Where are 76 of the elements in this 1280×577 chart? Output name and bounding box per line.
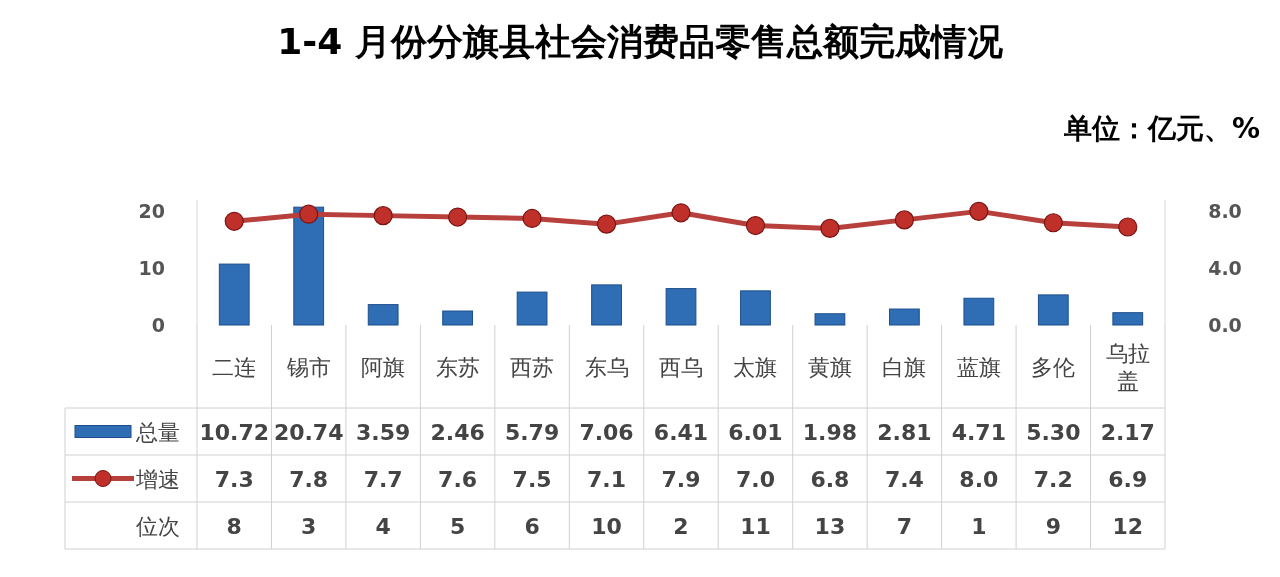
x-tick-label: 阿旗 [361,354,406,380]
bar [367,304,399,326]
text: 4.71 [951,419,1006,445]
text: 5 [449,513,466,539]
text: 7.9 [661,466,701,492]
text: 10 [591,513,622,539]
text: 1.98 [802,419,858,445]
chart-title: 1-4 月份分旗县社会消费品零售总额完成情况 [277,21,1003,62]
x-tick-label: 西苏 [510,354,555,380]
x-tick-label: 西乌 [659,354,703,380]
text: 7.0 [735,466,775,492]
y2-tick-label: 4.0 [1208,257,1242,280]
x-tick-label: 黄旗 [807,354,852,380]
x-tick-label: 多伦 [1031,354,1076,380]
text: 7.3 [214,466,254,492]
bar [740,290,771,326]
text: 11 [740,513,771,539]
text: 2 [673,513,689,539]
bar [1037,294,1069,326]
x-tick-label: 蓝旗 [956,354,1001,380]
text: 8 [226,513,242,539]
text: 2.81 [877,419,932,445]
text: 7.8 [289,466,329,492]
y-tick-label: 0 [151,314,165,336]
x-tick-label: 二连 [212,354,257,380]
text: 2.46 [430,419,485,445]
text: 7.1 [587,466,627,492]
text: 9 [1045,513,1061,539]
y2-tick-label: 0.0 [1208,314,1242,336]
bar [516,291,548,326]
bar [888,308,920,326]
text: 5.30 [1026,419,1081,445]
y-tick-label: 10 [138,257,165,280]
legend-label: 增速 [135,466,180,492]
text: 7.5 [512,466,552,492]
text: 6 [524,513,540,539]
text: 7 [896,513,913,539]
text: 5.79 [504,419,560,445]
text: 6.41 [653,419,709,445]
bar [293,206,325,326]
bar [665,288,697,326]
text: 7.4 [884,466,924,492]
text: 7.06 [579,419,634,445]
x-tick-label: 白旗 [882,354,927,380]
bar [963,297,995,326]
text: 13 [814,513,846,539]
text: 7.2 [1033,466,1073,492]
text: 4 [375,513,391,539]
text: 20.74 [273,419,344,445]
y2-tick-label: 8.0 [1208,200,1242,223]
bar [442,310,474,326]
text: 8.0 [959,466,999,492]
bar [814,313,846,326]
chart-subtitle: 单位：亿元、% [1062,112,1260,145]
x-tick-label: 锡市 [285,354,331,380]
legend-label: 总量 [135,419,180,445]
text: 7.6 [438,466,478,492]
x-tick-label: 乌拉盖 [1105,340,1150,394]
text: 2.17 [1100,419,1155,445]
y-tick-label: 20 [138,200,165,223]
x-tick-label: 东苏 [435,354,480,380]
x-tick-label: 东乌 [584,354,629,380]
text: 3.59 [356,419,411,445]
bar [1112,312,1144,326]
x-tick-label: 太旗 [733,354,778,380]
bar [218,263,250,326]
text: 6.01 [728,419,783,445]
text: 6.9 [1108,466,1148,492]
text: 3 [301,513,317,539]
text: 位次 [136,513,180,539]
text: 1 [971,513,987,539]
text: 7.7 [363,466,403,492]
text: 12 [1112,513,1144,539]
bar [591,284,622,326]
text: 10.72 [199,419,270,445]
text: 6.8 [810,466,850,492]
